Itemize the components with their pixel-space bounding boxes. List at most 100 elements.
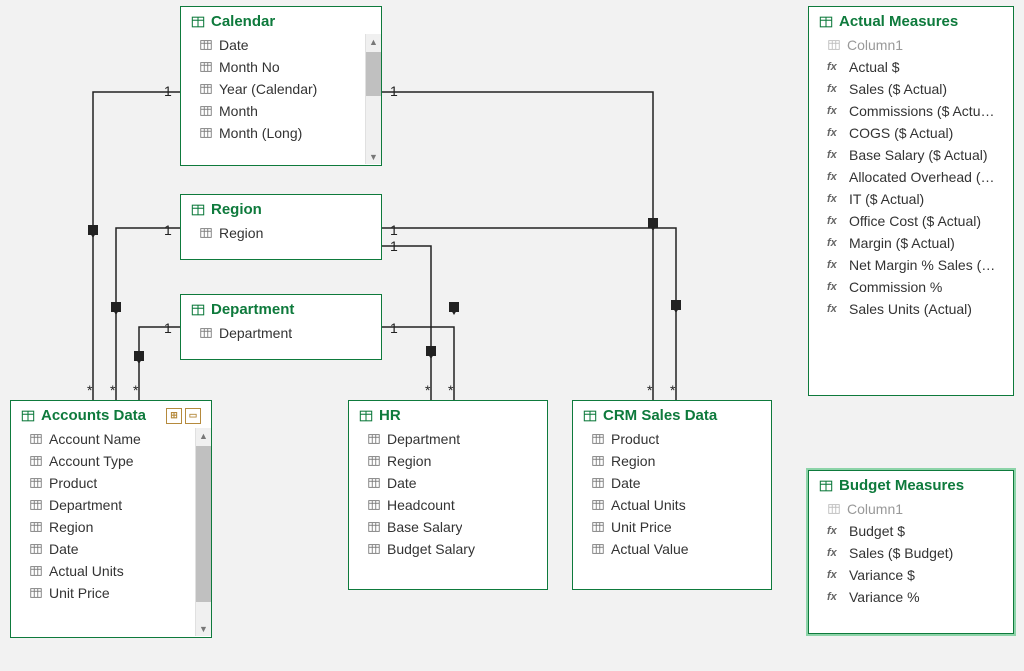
table-accounts[interactable]: Accounts Data ⊞ ▭ Account Name Account T… bbox=[10, 400, 212, 638]
field-row[interactable]: fxMargin ($ Actual) bbox=[809, 232, 1012, 254]
scroll-thumb[interactable] bbox=[366, 52, 381, 96]
field-row[interactable]: fx Allocated Overhead (… bbox=[809, 166, 1012, 188]
scroll-thumb[interactable] bbox=[196, 446, 211, 602]
table-actual_measures[interactable]: Actual Measures Column1 fxActual $ fxSal… bbox=[808, 6, 1014, 396]
column-icon bbox=[29, 498, 43, 512]
scroll-down[interactable]: ▼ bbox=[196, 621, 211, 636]
column-icon bbox=[199, 60, 213, 74]
field-label: Year (Calendar) bbox=[219, 81, 317, 97]
table-icon bbox=[191, 203, 205, 217]
field-row[interactable]: Region bbox=[573, 450, 770, 472]
field-row[interactable]: Region bbox=[11, 516, 195, 538]
field-row[interactable]: Actual Value bbox=[573, 538, 770, 560]
scroll-down[interactable]: ▼ bbox=[366, 149, 381, 164]
field-row[interactable]: Headcount bbox=[349, 494, 546, 516]
field-row[interactable]: Month (Long) bbox=[181, 122, 365, 144]
field-row[interactable]: Account Type bbox=[11, 450, 195, 472]
field-row[interactable]: Month No bbox=[181, 56, 365, 78]
table-region[interactable]: Region Region bbox=[180, 194, 382, 260]
field-row[interactable]: fx Budget $ bbox=[809, 520, 1012, 542]
field-row[interactable]: fxActual $ bbox=[809, 56, 1012, 78]
table-header[interactable]: CRM Sales Data bbox=[573, 401, 771, 428]
measure-icon: fx bbox=[827, 148, 843, 162]
field-row[interactable]: fxVariance % bbox=[809, 586, 1012, 608]
field-row[interactable]: Column1 bbox=[809, 498, 1012, 520]
field-row[interactable]: fxSales ($ Actual) bbox=[809, 78, 1012, 100]
field-row[interactable]: Department bbox=[11, 494, 195, 516]
field-row[interactable]: Date bbox=[573, 472, 770, 494]
field-row[interactable]: Year (Calendar) bbox=[181, 78, 365, 100]
field-row[interactable]: Account Name bbox=[11, 428, 195, 450]
table-header[interactable]: Budget Measures bbox=[809, 471, 1013, 498]
field-row[interactable]: Date bbox=[11, 538, 195, 560]
field-row[interactable]: fxCommissions ($ Actu… bbox=[809, 100, 1012, 122]
field-label: Department bbox=[219, 325, 292, 341]
field-row[interactable]: Actual Units bbox=[11, 560, 195, 582]
table-header[interactable]: Accounts Data ⊞ ▭ bbox=[11, 401, 211, 428]
field-label: Month bbox=[219, 103, 258, 119]
field-label: Unit Price bbox=[611, 519, 672, 535]
field-row[interactable]: fxVariance $ bbox=[809, 564, 1012, 586]
field-row[interactable]: Department bbox=[181, 322, 380, 344]
measure-icon: fx bbox=[827, 280, 843, 294]
table-body: Column1 fx Budget $ fxSales ($ Budget) fx… bbox=[809, 498, 1013, 632]
relationship-line bbox=[116, 228, 180, 400]
field-row[interactable]: Month bbox=[181, 100, 365, 122]
field-label: Region bbox=[387, 453, 431, 469]
measure-icon: fx bbox=[827, 170, 843, 184]
field-row[interactable]: fxSales Units (Actual) bbox=[809, 298, 1012, 320]
field-row[interactable]: Base Salary bbox=[349, 516, 546, 538]
column-icon bbox=[827, 502, 841, 516]
field-label: Allocated Overhead (… bbox=[849, 169, 995, 185]
field-row[interactable]: fxCOGS ($ Actual) bbox=[809, 122, 1012, 144]
field-row[interactable]: Region bbox=[181, 222, 380, 244]
field-row[interactable]: Date bbox=[181, 34, 365, 56]
field-label: Actual Units bbox=[611, 497, 686, 513]
table-header[interactable]: Region bbox=[181, 195, 381, 222]
field-label: Actual $ bbox=[849, 59, 900, 75]
field-row[interactable]: Region bbox=[349, 450, 546, 472]
field-row[interactable]: Column1 bbox=[809, 34, 1012, 56]
table-budget_measures[interactable]: Budget Measures Column1 fx Budget $ fxSal… bbox=[808, 470, 1014, 634]
field-label: Column1 bbox=[847, 501, 903, 517]
table-header[interactable]: Department bbox=[181, 295, 381, 322]
table-body: Column1 fxActual $ fxSales ($ Actual) fx… bbox=[809, 34, 1013, 394]
field-row[interactable]: Unit Price bbox=[11, 582, 195, 604]
field-row[interactable]: Date bbox=[349, 472, 546, 494]
scroll-up[interactable]: ▲ bbox=[366, 34, 381, 49]
table-header[interactable]: Actual Measures bbox=[809, 7, 1013, 34]
field-row[interactable]: Department bbox=[349, 428, 546, 450]
field-row[interactable]: fxOffice Cost ($ Actual) bbox=[809, 210, 1012, 232]
field-label: Base Salary ($ Actual) bbox=[849, 147, 988, 163]
measure-icon: fx bbox=[827, 524, 843, 538]
measure-icon: fx bbox=[827, 82, 843, 96]
field-row[interactable]: fxIT ($ Actual) bbox=[809, 188, 1012, 210]
field-row[interactable]: Actual Units bbox=[573, 494, 770, 516]
field-row[interactable]: Product bbox=[573, 428, 770, 450]
table-header[interactable]: Calendar bbox=[181, 7, 381, 34]
field-row[interactable]: Product bbox=[11, 472, 195, 494]
table-icon bbox=[191, 303, 205, 317]
field-label: Budget $ bbox=[849, 523, 905, 539]
relationship-arrow bbox=[111, 302, 121, 312]
field-label: Department bbox=[387, 431, 460, 447]
table-hr[interactable]: HR Department Region Date Headcount bbox=[348, 400, 548, 590]
table-header[interactable]: HR bbox=[349, 401, 547, 428]
column-icon bbox=[367, 542, 381, 556]
table-crm[interactable]: CRM Sales Data Product Region Date Actua… bbox=[572, 400, 772, 590]
field-row[interactable]: fxCommission % bbox=[809, 276, 1012, 298]
field-row[interactable]: Unit Price bbox=[573, 516, 770, 538]
scroll-up[interactable]: ▲ bbox=[196, 428, 211, 443]
field-label: Margin ($ Actual) bbox=[849, 235, 955, 251]
table-department[interactable]: Department Department bbox=[180, 294, 382, 360]
column-icon bbox=[367, 498, 381, 512]
field-label: Date bbox=[387, 475, 417, 491]
field-label: Commissions ($ Actu… bbox=[849, 103, 994, 119]
field-row[interactable]: Budget Salary bbox=[349, 538, 546, 560]
field-row[interactable]: fxNet Margin % Sales (… bbox=[809, 254, 1012, 276]
table-calendar[interactable]: Calendar Date Month No Year (Calendar) M… bbox=[180, 6, 382, 166]
column-icon bbox=[591, 542, 605, 556]
field-row[interactable]: fxSales ($ Budget) bbox=[809, 542, 1012, 564]
badge-icon: ▭ bbox=[185, 408, 201, 424]
field-row[interactable]: fx Base Salary ($ Actual) bbox=[809, 144, 1012, 166]
